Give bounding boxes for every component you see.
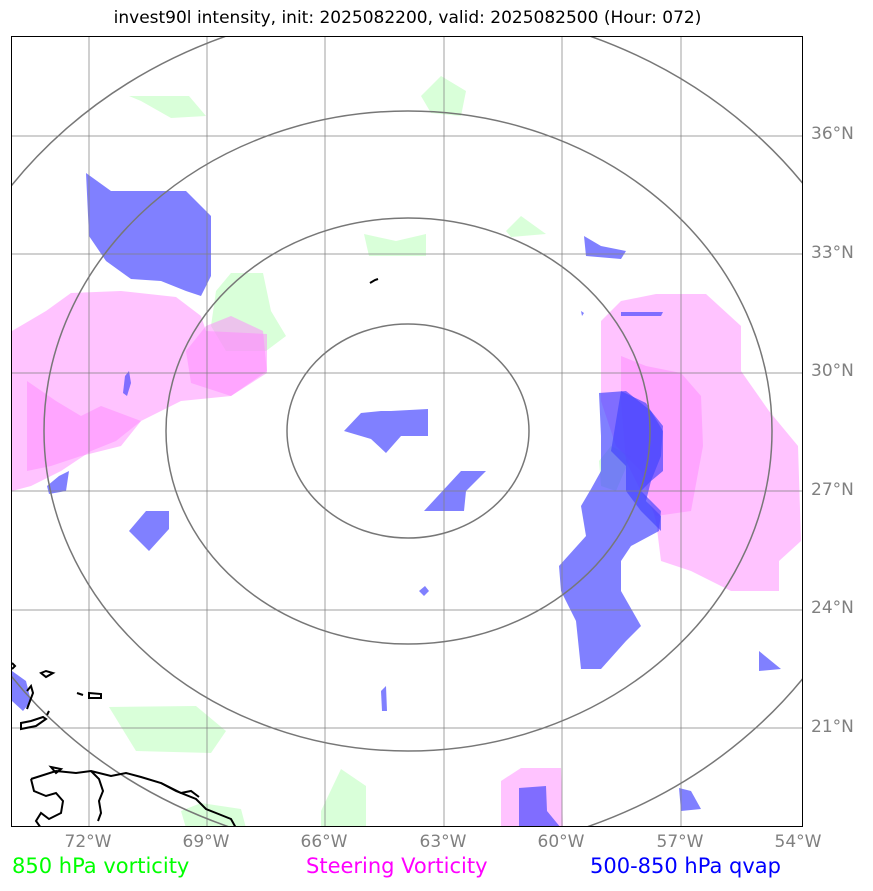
coastline-bermuda [369, 278, 379, 284]
coastline-cay [12, 662, 17, 670]
qvap-patch [47, 471, 69, 494]
coastline-cay [39, 669, 56, 679]
lat-label-36n: 36°N [811, 124, 854, 144]
map-title: invest90l intensity, init: 2025082200, v… [113, 8, 702, 28]
qvap-patch [419, 586, 429, 596]
graticule [12, 37, 802, 826]
lat-label-27n: 27°N [811, 480, 854, 500]
vorticity-850-patch [181, 803, 246, 826]
lon-label-57w: 57°W [656, 832, 704, 852]
coastline-cay [20, 715, 48, 731]
qvap-patch [679, 788, 701, 811]
qvap-patch [759, 651, 781, 671]
coastline-island [160, 782, 200, 798]
vorticity-850-patch [129, 96, 206, 118]
lon-label-60w: 60°W [537, 832, 585, 852]
qvap-patch [129, 511, 169, 551]
qvap-patch [86, 173, 211, 296]
steering-vorticity-patch [186, 316, 267, 396]
vorticity-850-patch [364, 234, 426, 256]
lon-label-72w: 72°W [64, 832, 112, 852]
vorticity-850-patch [321, 769, 366, 826]
qvap-patch [381, 686, 387, 711]
legend-qvap: 500-850 hPa qvap [590, 854, 781, 878]
lon-label-63w: 63°W [419, 832, 467, 852]
coastlines [12, 278, 379, 826]
range-ring-2 [165, 217, 651, 645]
vorticity-850-patch [506, 216, 546, 237]
legend-850-vorticity: 850 hPa vorticity [12, 854, 190, 878]
qvap-patch [584, 236, 626, 259]
lon-label-54w: 54°W [774, 832, 822, 852]
coastline-cay [88, 691, 102, 699]
legend-steering-vorticity: Steering Vorticity [306, 854, 488, 878]
qvap-patch [519, 786, 560, 826]
range-rings [12, 37, 802, 826]
coastline-cay [26, 683, 35, 710]
map-canvas [12, 37, 802, 826]
coastline-hispaniola [30, 769, 237, 826]
range-ring-3 [43, 110, 773, 752]
vorticity-850-patch [109, 706, 226, 753]
qvap-patch [12, 671, 31, 711]
coastline-island [90, 770, 105, 822]
coastline-hispaniola-south [30, 778, 65, 826]
qvap-patch [344, 409, 428, 453]
steering-vorticity-patch [27, 381, 141, 471]
coastline-cay [48, 765, 64, 775]
qvap-contours [12, 173, 781, 826]
lat-label-33n: 33°N [811, 243, 854, 263]
qvap-patch [581, 311, 584, 316]
lat-label-21n: 21°N [811, 717, 854, 737]
range-ring-inner [286, 323, 530, 539]
lon-label-66w: 66°W [300, 832, 348, 852]
lat-label-24n: 24°N [811, 598, 854, 618]
coastline-cay [46, 710, 50, 716]
qvap-patch [621, 312, 663, 316]
lon-label-69w: 69°W [182, 832, 230, 852]
map-panel[interactable] [11, 36, 803, 827]
vorticity-850-contours [109, 76, 631, 826]
qvap-patch [123, 371, 131, 396]
coastline-cay [76, 692, 84, 696]
steering-vorticity-contours [12, 291, 801, 826]
lat-label-30n: 30°N [811, 361, 854, 381]
